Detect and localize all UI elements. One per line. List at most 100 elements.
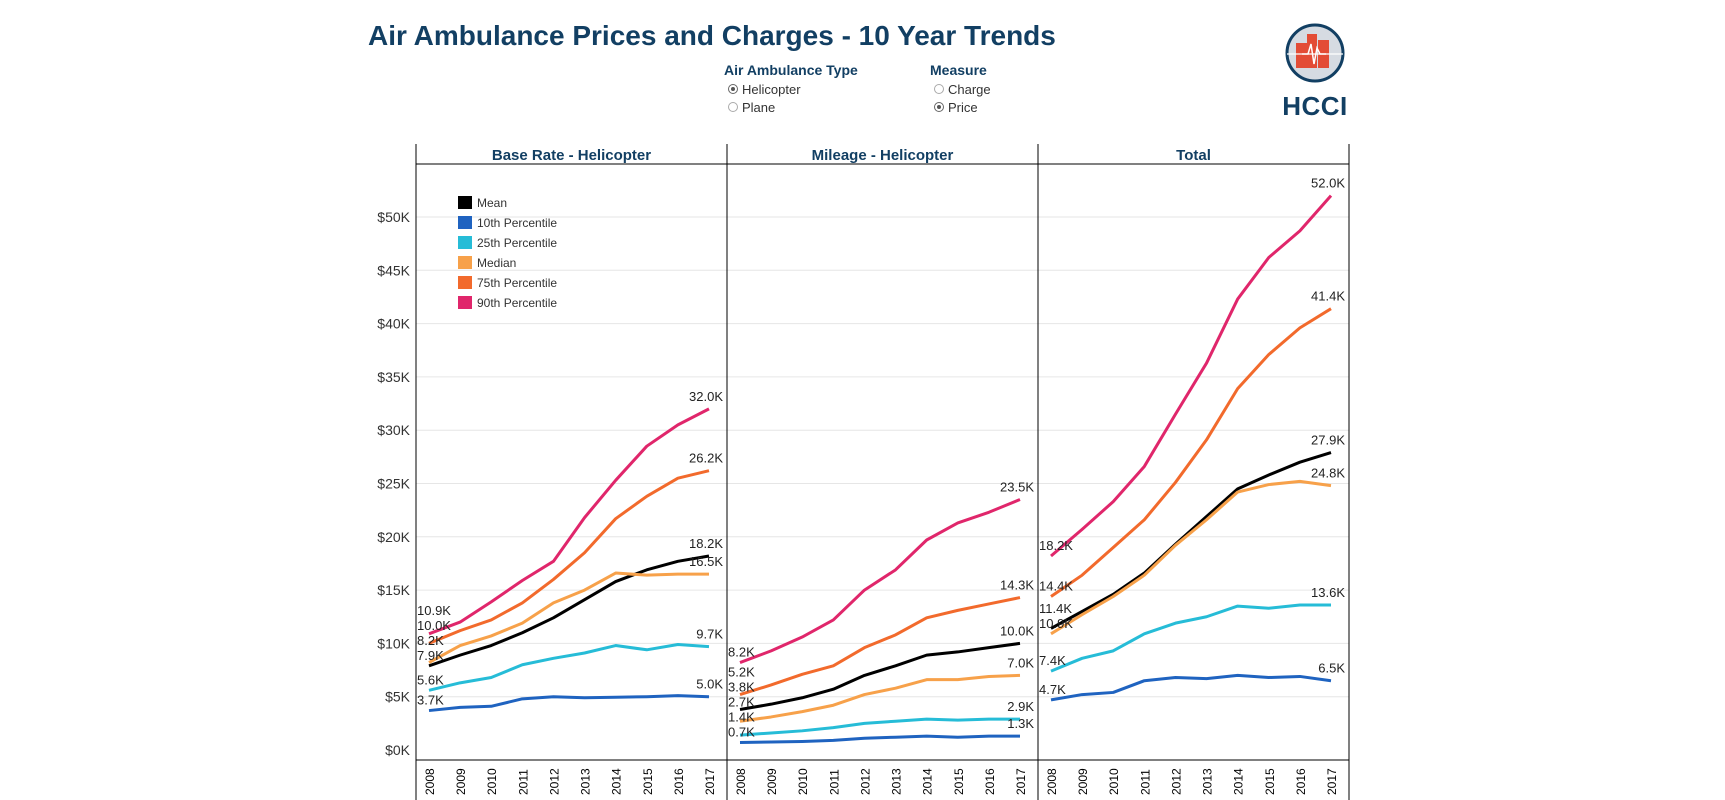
panel-title: Total [1176, 147, 1211, 164]
x-tick-label: 2017 [703, 768, 717, 795]
x-tick-label: 2008 [734, 768, 748, 795]
panel-title: Mileage - Helicopter [812, 147, 954, 164]
series-line-75th-percentile [1050, 307, 1332, 598]
radio-label: Plane [742, 99, 776, 115]
x-tick-label: 2011 [827, 769, 841, 795]
series-line-90th-percentile [428, 407, 710, 636]
x-tick-label: 2013 [579, 768, 593, 795]
y-tick-label: $40K [377, 316, 410, 332]
data-label-last: 27.9K [1311, 433, 1345, 448]
x-tick-label: 2011 [516, 769, 530, 795]
radio-selected-icon[interactable] [728, 84, 738, 94]
data-label-last: 7.0K [1007, 655, 1034, 670]
data-label-last: 5.0K [696, 677, 723, 692]
measure-filter: Measure Charge Price [930, 62, 991, 116]
x-tick-label: 2015 [641, 768, 655, 795]
x-tick-label: 2008 [1045, 768, 1059, 795]
x-tick-label: 2017 [1014, 768, 1028, 795]
x-tick-label: 2010 [485, 768, 499, 795]
radio-label: Price [948, 99, 978, 115]
y-tick-label: $45K [377, 262, 410, 278]
radio-price[interactable]: Price [930, 98, 991, 116]
legend-swatch [458, 296, 472, 309]
series-line-median [739, 673, 1021, 723]
x-tick-label: 2016 [1294, 768, 1308, 795]
data-label-last: 16.5K [689, 554, 723, 569]
x-tick-label: 2014 [921, 768, 935, 795]
series-line-mean [1050, 451, 1332, 630]
radio-label: Helicopter [742, 81, 801, 97]
x-tick-label: 2016 [983, 768, 997, 795]
radio-selected-icon[interactable] [934, 102, 944, 112]
series-line-median [428, 571, 709, 664]
y-tick-label: $35K [377, 369, 410, 385]
data-label-first: 18.2K [1039, 538, 1073, 553]
data-label-last: 18.2K [689, 536, 723, 551]
data-label-first: 7.4K [1039, 653, 1066, 668]
data-label-first: 3.8K [728, 680, 755, 695]
measure-filter-label: Measure [930, 62, 987, 78]
legend-swatch [458, 276, 472, 289]
series-line-75th-percentile [739, 596, 1021, 697]
data-label-first: 14.4K [1039, 578, 1073, 593]
data-label-last: 32.0K [689, 389, 723, 404]
x-tick-label: 2012 [1169, 768, 1183, 795]
hcci-logo: HCCI [1280, 22, 1350, 122]
series-line-10th-percentile [428, 694, 710, 713]
data-label-first: 8.2K [728, 645, 755, 660]
data-label-last: 14.3K [1000, 578, 1034, 593]
data-label-last: 6.5K [1318, 661, 1345, 676]
type-filter-label: Air Ambulance Type [724, 62, 858, 78]
y-tick-label: $30K [377, 422, 410, 438]
x-tick-label: 2009 [454, 768, 468, 795]
x-tick-label: 2017 [1325, 768, 1339, 795]
page-title: Air Ambulance Prices and Charges - 10 Ye… [368, 20, 1056, 51]
x-tick-label: 2008 [423, 768, 437, 795]
data-label-first: 3.7K [417, 693, 444, 708]
x-tick-label: 2012 [858, 768, 872, 795]
x-tick-label: 2009 [765, 768, 779, 795]
data-label-first: 10.9K [1039, 616, 1073, 631]
data-label-last: 26.2K [689, 451, 723, 466]
data-label-last: 13.6K [1311, 585, 1345, 600]
series-line-median [1050, 479, 1332, 636]
radio-empty-icon[interactable] [728, 102, 738, 112]
y-tick-label: $20K [377, 529, 410, 545]
x-tick-label: 2016 [672, 768, 686, 795]
y-tick-label: $50K [377, 209, 410, 225]
x-tick-label: 2015 [1263, 768, 1277, 795]
legend-swatch [458, 236, 472, 249]
data-label-first: 8.2K [417, 633, 444, 648]
radio-empty-icon[interactable] [934, 84, 944, 94]
series-line-mean [739, 641, 1021, 711]
series-line-10th-percentile [1050, 673, 1332, 702]
x-tick-label: 2014 [1232, 768, 1246, 795]
radio-plane[interactable]: Plane [724, 98, 858, 116]
data-label-first: 11.4K [1039, 601, 1072, 616]
x-tick-label: 2013 [1201, 768, 1215, 795]
radio-charge[interactable]: Charge [930, 80, 991, 98]
logo-text: HCCI [1282, 91, 1348, 121]
x-tick-label: 2009 [1076, 768, 1090, 795]
x-tick-label: 2010 [796, 768, 810, 795]
data-label-last: 9.7K [696, 627, 723, 642]
x-tick-label: 2013 [890, 768, 904, 795]
data-label-last: 1.3K [1007, 716, 1034, 731]
x-tick-label: 2011 [1138, 769, 1152, 795]
data-label-first: 2.7K [728, 695, 755, 710]
series-line-90th-percentile [1050, 194, 1333, 558]
legend-label: 90th Percentile [477, 296, 557, 310]
data-label-last: 52.0K [1311, 176, 1345, 191]
data-label-last: 24.8K [1311, 466, 1345, 481]
series-line-mean [428, 554, 710, 668]
legend-swatch [458, 196, 472, 209]
data-label-first: 7.9K [417, 648, 444, 663]
radio-helicopter[interactable]: Helicopter [724, 80, 858, 98]
series-line-25th-percentile [739, 717, 1020, 737]
data-label-first: 1.4K [728, 710, 755, 725]
data-label-first: 10.9K [417, 603, 451, 618]
x-tick-label: 2015 [952, 768, 966, 795]
legend-swatch [458, 216, 472, 229]
y-tick-label: $25K [377, 476, 410, 492]
data-label-last: 23.5K [1000, 479, 1034, 494]
